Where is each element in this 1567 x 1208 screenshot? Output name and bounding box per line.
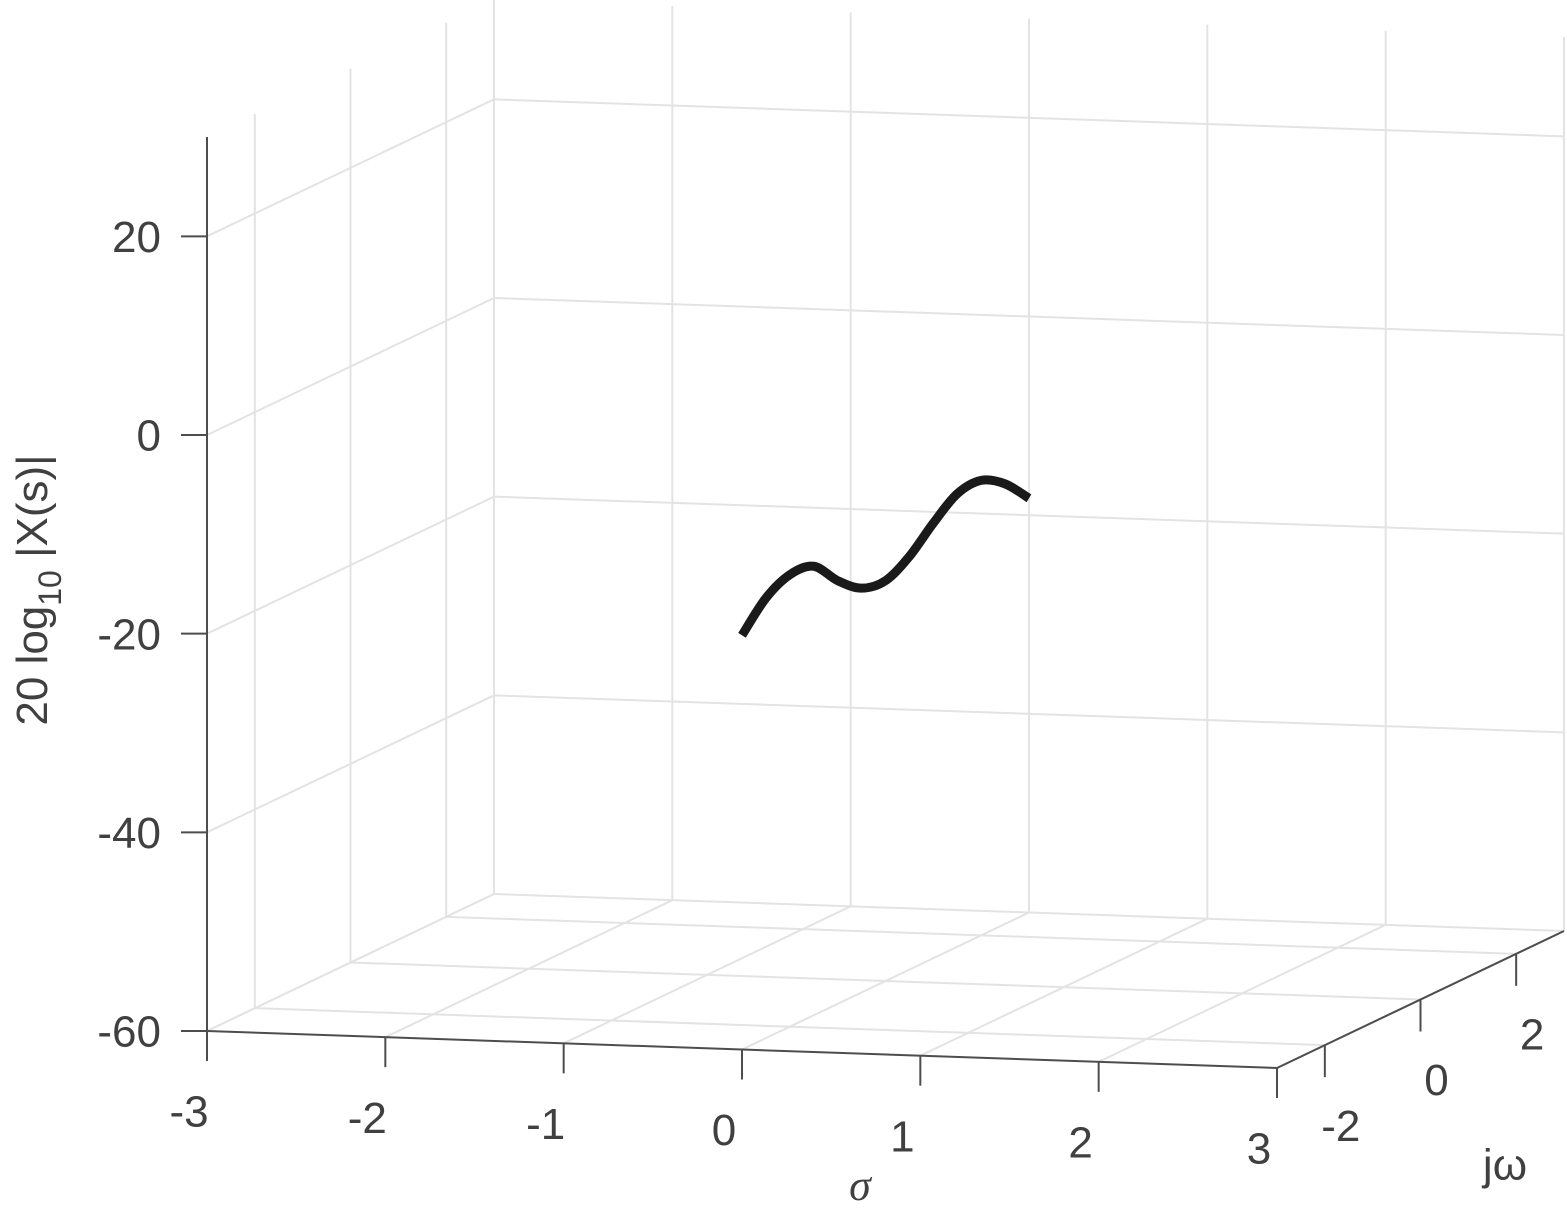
grid-line <box>254 1007 1325 1047</box>
x-tick-label: 3 <box>1247 1125 1271 1174</box>
grid-line <box>206 98 495 238</box>
grid-line <box>350 961 1421 1001</box>
y-axis-label: jω <box>1481 1141 1527 1190</box>
z-tick-label: 0 <box>137 412 161 461</box>
y-tick-label: 0 <box>1424 1056 1448 1105</box>
grid-line <box>493 297 1565 336</box>
x-tick-label: 0 <box>712 1106 736 1155</box>
grid-line <box>493 694 1565 734</box>
z-axis-label: 20 log10 |X(s)| <box>8 454 69 725</box>
x-tick-label: -1 <box>526 1100 565 1149</box>
grid-line <box>206 297 495 436</box>
x-tick-label: -2 <box>348 1094 387 1143</box>
series-line <box>738 475 1032 638</box>
grid-line <box>206 694 495 834</box>
x-axis-label: σ <box>849 1161 873 1208</box>
x-tick-label: 1 <box>890 1112 914 1161</box>
y-tick-label: 2 <box>1520 1010 1544 1059</box>
z-tick-label: -20 <box>97 610 161 659</box>
x-tick-label: -3 <box>169 1088 208 1137</box>
x-tick-label: 2 <box>1068 1118 1092 1167</box>
grid-line <box>206 893 495 1032</box>
grid-line <box>446 915 1517 955</box>
y-tick-label: -2 <box>1321 1102 1360 1151</box>
grid-line <box>206 495 495 635</box>
grid-line <box>493 893 1565 932</box>
grid-line <box>493 495 1565 535</box>
z-tick-label: -40 <box>97 809 161 858</box>
z-tick-label: -60 <box>97 1008 161 1057</box>
z-tick-label: 20 <box>112 213 161 262</box>
grid-line <box>493 98 1565 138</box>
